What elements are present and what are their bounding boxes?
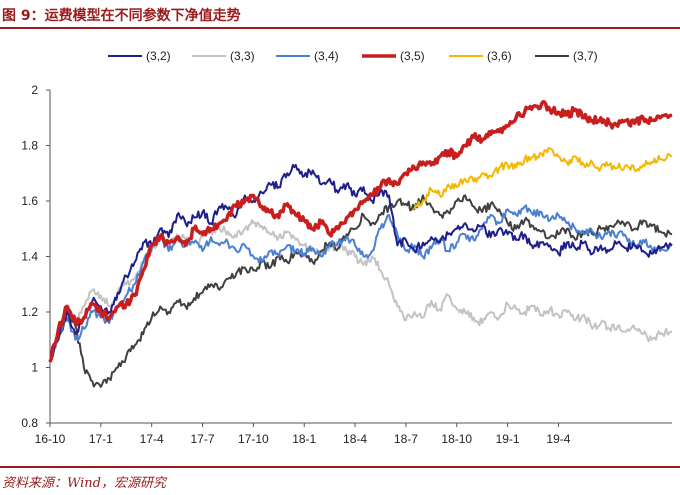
legend-label: (3,2): [146, 49, 171, 63]
x-tick-label: 17-10: [238, 432, 269, 446]
series-line-3-5: [48, 100, 673, 363]
y-tick-label: 1.2: [21, 305, 38, 319]
series-line-3-7: [49, 194, 673, 388]
title-bar: 图 9：运费模型在不同参数下净值走势: [0, 0, 680, 30]
y-tick-label: 1.6: [21, 194, 38, 208]
series-line-3-3: [49, 219, 673, 363]
x-tick-label: 19-4: [546, 432, 570, 446]
legend-label: (3,3): [230, 49, 255, 63]
net-value-chart: (3,2) (3,3) (3,4) (3,5) (3,6) (3,7) 0.8 1 1.2 1.…: [21, 49, 673, 446]
x-tick-label: 18-7: [394, 432, 418, 446]
x-tick-label: 18-4: [343, 432, 367, 446]
x-tick-label: 18-10: [441, 432, 472, 446]
chart-axes: 0.8 1 1.2 1.4 1.6 1.8 2 16-10 17-1 17-4 17-7 17-10 1…: [21, 83, 672, 446]
y-tick-label: 2: [31, 83, 38, 97]
series-line-3-4: [49, 204, 672, 363]
legend-label: (3,6): [487, 49, 512, 63]
title-divider: [0, 27, 680, 29]
x-tick-label: 17-1: [89, 432, 113, 446]
x-tick-label: 18-1: [292, 432, 316, 446]
legend-label: (3,7): [573, 49, 598, 63]
series-line-3-6: [413, 147, 673, 210]
x-tick-label: 17-4: [140, 432, 164, 446]
legend-label: (3,4): [314, 49, 339, 63]
x-tick-label: 17-7: [191, 432, 215, 446]
x-tick-label: 19-1: [496, 432, 520, 446]
y-tick-label: 1.4: [21, 250, 38, 264]
y-tick-label: 1: [31, 361, 38, 375]
page-title: 图 9：运费模型在不同参数下净值走势: [2, 8, 241, 24]
chart-legend: (3,2) (3,3) (3,4) (3,5) (3,6) (3,7): [108, 49, 598, 63]
x-tick-label: 16-10: [35, 432, 66, 446]
y-tick-label: 0.8: [21, 416, 38, 430]
legend-label: (3,5): [400, 49, 425, 63]
chart-series: [48, 100, 673, 388]
y-tick-label: 1.8: [21, 139, 38, 153]
source-divider: [0, 466, 680, 468]
source-note: 资料来源：Wind，宏源研究: [2, 476, 166, 491]
